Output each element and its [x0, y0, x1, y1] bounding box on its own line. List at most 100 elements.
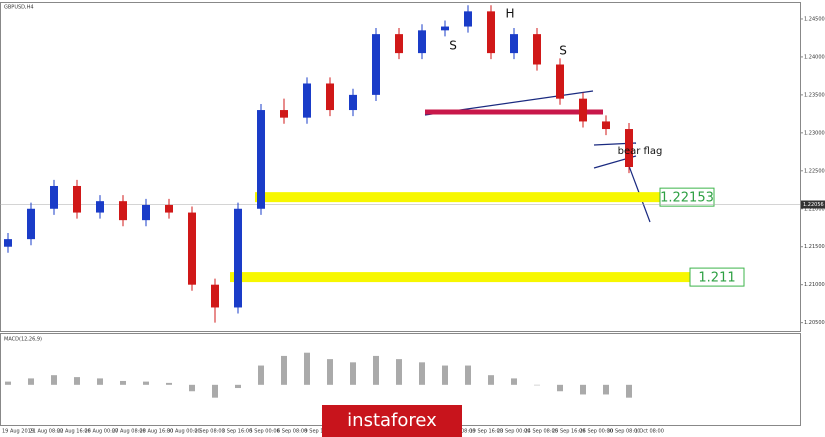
macd-bar: [557, 384, 563, 392]
x-tick-label: 26 Sep 00:00: [580, 429, 613, 435]
candle-body: [280, 110, 288, 118]
candle-body: [487, 11, 495, 54]
candle-body: [73, 185, 81, 213]
candle-body: [533, 34, 541, 65]
candle-body: [326, 83, 334, 111]
y-tick-label: 1.21500: [804, 244, 825, 250]
x-tick-label: 25 Sep 16:00: [552, 429, 585, 435]
x-tick-label: 5 Sep 00:00: [250, 429, 280, 435]
x-tick-label: 24 Sep 08:00: [525, 429, 558, 435]
x-tick-label: 19 Aug 2019: [2, 429, 34, 435]
candle-body: [464, 11, 472, 27]
x-tick-label: 30 Sep 08:00: [607, 429, 640, 435]
pattern-label: H: [505, 7, 514, 21]
macd-bar: [419, 362, 425, 385]
x-tick-label: 2 Sep 08:00: [195, 429, 225, 435]
candle-body: [510, 34, 518, 54]
watermark-box: [322, 405, 462, 437]
chart-title: GBPUSD,H4: [4, 5, 34, 11]
macd-bar: [51, 375, 57, 385]
y-tick-label: 1.22500: [804, 168, 825, 174]
macd-bar: [189, 384, 195, 392]
macd-bar: [143, 381, 149, 385]
x-tick-label: 1 Oct 08:00: [635, 429, 664, 435]
level-label-box: [659, 187, 715, 207]
candle-body: [372, 34, 380, 95]
macd-bar: [97, 378, 103, 385]
candle-body: [142, 204, 150, 221]
level-band: [255, 192, 660, 203]
x-tick-label: 27 Aug 08:00: [112, 429, 146, 435]
level-band: [230, 272, 690, 283]
macd-bar: [120, 380, 126, 385]
macd-bar: [603, 384, 609, 395]
x-tick-label: 3 Sep 16:00: [222, 429, 252, 435]
projection-line: [625, 157, 651, 223]
x-tick-label: 28 Aug 16:00: [140, 429, 174, 435]
candle-body: [441, 26, 449, 31]
macd-bar: [442, 365, 448, 385]
macd-bar: [5, 381, 11, 385]
macd-bar: [166, 382, 172, 385]
y-tick-label: 1.23000: [804, 130, 825, 136]
macd-bar: [327, 359, 333, 385]
macd-bar: [511, 378, 517, 385]
pattern-label: S: [449, 39, 457, 53]
y-tick-label: 1.23500: [804, 92, 825, 98]
macd-bar: [373, 355, 379, 385]
level-label: 1.211: [698, 271, 735, 286]
x-tick-label: 19 Sep 16:00: [470, 429, 503, 435]
y-tick-label: 1.20500: [804, 320, 825, 326]
level-label: 1.22153: [660, 191, 714, 206]
macd-bar: [74, 377, 80, 385]
macd-bar: [258, 365, 264, 385]
candle-body: [602, 121, 610, 130]
macd-bar: [212, 384, 218, 398]
x-tick-label: 23 Sep 00:00: [497, 429, 530, 435]
x-tick-label: 9 Sep 16:00: [305, 429, 335, 435]
candle-body: [257, 110, 265, 209]
candle-body: [418, 30, 426, 54]
candle-body: [625, 129, 633, 167]
candle-body: [579, 98, 587, 122]
macd-bar: [580, 384, 586, 395]
watermark: instaforex: [347, 410, 437, 431]
macd-bar: [304, 352, 310, 385]
last-price-label: 1.22056: [803, 202, 824, 208]
x-tick-label: 26 Aug 00:00: [85, 429, 119, 435]
y-tick-label: 1.24000: [804, 54, 825, 60]
macd-bar: [28, 378, 34, 385]
macd-bar: [626, 384, 632, 398]
candle-body: [303, 83, 311, 118]
candle-body: [27, 208, 35, 240]
candle-body: [96, 201, 104, 213]
x-tick-label: 30 Aug 00:00: [167, 429, 201, 435]
candle-body: [119, 201, 127, 221]
y-tick-label: 1.24500: [804, 16, 825, 22]
pattern-label: bear flag: [618, 146, 663, 157]
candle-body: [165, 204, 173, 213]
candle-body: [556, 64, 564, 99]
indicator-name: MACD(12,26,9): [4, 337, 42, 343]
candle-body: [50, 185, 58, 209]
candle-body: [349, 94, 357, 111]
macd-bar: [281, 355, 287, 385]
candle-body: [211, 284, 219, 308]
y-tick-label: 1.21000: [804, 282, 825, 288]
macd-bar: [396, 359, 402, 385]
macd-bar: [534, 384, 540, 386]
macd-bar: [235, 384, 241, 389]
candle-body: [234, 208, 242, 308]
level-label-box: [689, 267, 745, 287]
candle-body: [188, 212, 196, 285]
candle-body: [4, 239, 12, 247]
x-tick-label: 21 Aug 08:00: [30, 429, 64, 435]
last-price-box: [801, 200, 825, 209]
macd-bar: [350, 362, 356, 385]
pattern-label: S: [559, 44, 567, 58]
x-tick-label: 22 Aug 16:00: [57, 429, 91, 435]
macd-bar: [488, 375, 494, 385]
candle-body: [395, 34, 403, 54]
y-tick-label: 1.22000: [804, 206, 825, 212]
